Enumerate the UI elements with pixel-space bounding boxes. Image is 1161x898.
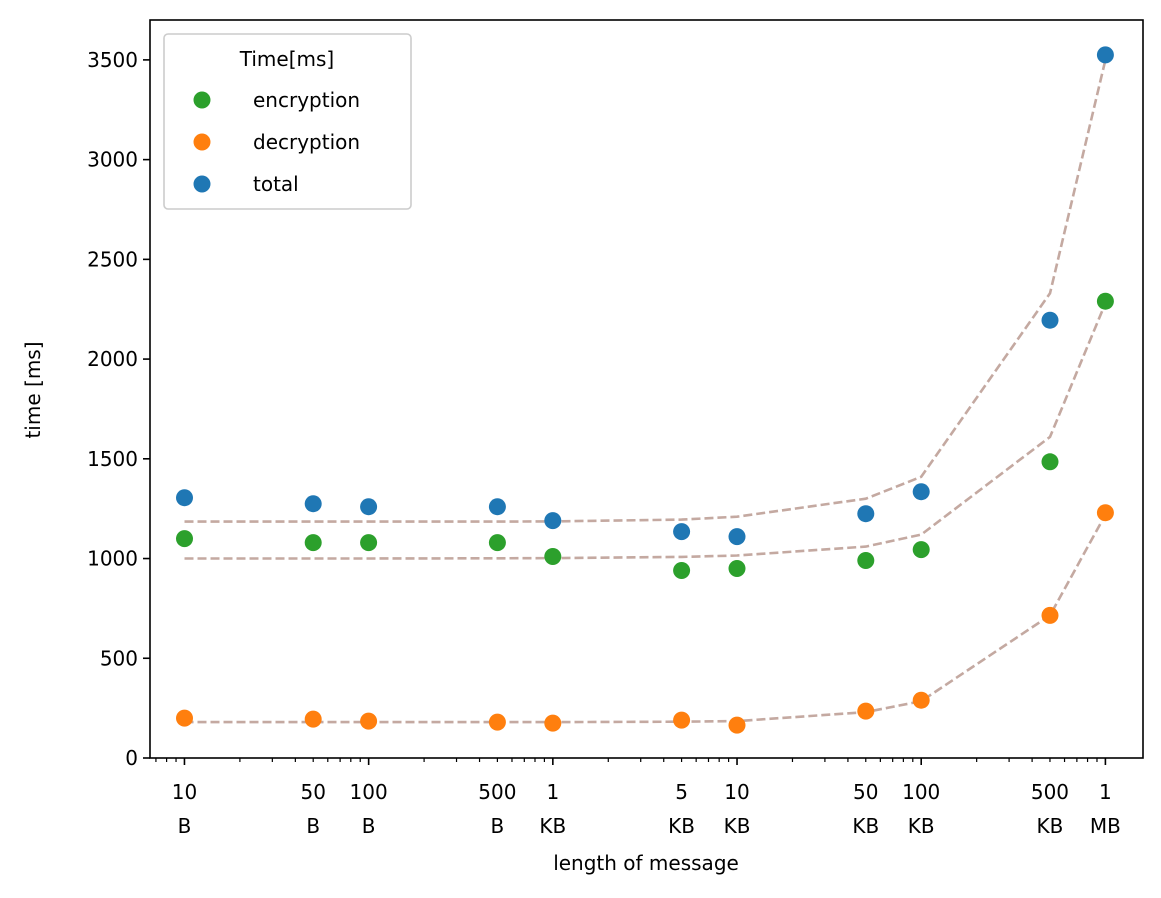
x-tick-unit-label: B xyxy=(491,814,505,838)
y-tick-label: 2000 xyxy=(87,347,138,371)
legend-label-decryption: decryption xyxy=(253,130,360,154)
decryption-point xyxy=(857,702,875,720)
encryption-point xyxy=(544,548,562,565)
axes: 050010001500200025003000350010B50B100B50… xyxy=(87,19,1144,838)
x-axis-title: length of message xyxy=(553,851,739,875)
data-points xyxy=(176,46,1114,734)
encryption-point xyxy=(1041,453,1059,471)
x-tick-unit-label: KB xyxy=(724,814,751,838)
legend-box xyxy=(163,33,412,210)
x-tick-unit-label: KB xyxy=(852,814,879,838)
legend-marker-encryption xyxy=(193,91,211,109)
total-point xyxy=(1041,311,1059,329)
y-tick-label: 500 xyxy=(100,646,138,670)
decryption-point xyxy=(1096,504,1114,522)
decryption-point xyxy=(544,714,562,732)
total-point xyxy=(488,498,506,516)
encryption-point xyxy=(673,562,691,579)
y-tick-label: 0 xyxy=(125,746,138,770)
legend-title: Time[ms] xyxy=(239,47,334,71)
decryption-point xyxy=(728,716,746,734)
decryption-point xyxy=(304,710,322,728)
plot-frame xyxy=(149,19,1144,759)
total-point xyxy=(544,512,562,530)
x-tick-label: 10 xyxy=(724,780,749,804)
encryption-point xyxy=(857,552,875,569)
y-axis-title: time [ms] xyxy=(21,341,45,438)
y-tick-label: 2500 xyxy=(87,247,138,271)
y-tick-label: 1000 xyxy=(87,547,138,571)
x-tick-label: 500 xyxy=(478,780,516,804)
trend-line-2 xyxy=(184,302,1107,560)
legend: Time[ms] encryption decryption total xyxy=(163,33,412,210)
encryption-point xyxy=(912,541,930,559)
total-point xyxy=(857,505,875,523)
decryption-point xyxy=(673,711,691,729)
total-point xyxy=(304,495,322,513)
decryption-point xyxy=(1041,606,1059,624)
legend-marker-total xyxy=(193,175,211,193)
x-tick-label: 100 xyxy=(902,780,940,804)
legend-label-encryption: encryption xyxy=(253,88,360,112)
total-point xyxy=(673,523,691,541)
x-tick-unit-label: B xyxy=(362,814,376,838)
x-tick-label: 100 xyxy=(350,780,388,804)
encryption-point xyxy=(488,534,506,552)
legend-marker-decryption xyxy=(193,133,211,151)
total-point xyxy=(1096,46,1114,64)
x-tick-label: 1 xyxy=(1099,780,1112,804)
y-tick-label: 3000 xyxy=(87,148,138,172)
x-tick-unit-label: KB xyxy=(668,814,695,838)
encryption-point xyxy=(1096,292,1114,310)
y-tick-label: 3500 xyxy=(87,48,138,72)
total-point xyxy=(728,528,746,546)
legend-label-total: total xyxy=(253,172,299,196)
decryption-point xyxy=(912,691,930,709)
encryption-point xyxy=(176,530,193,548)
x-tick-label: 5 xyxy=(675,780,688,804)
total-point xyxy=(360,498,378,516)
x-tick-label: 50 xyxy=(300,780,325,804)
encryption-point xyxy=(360,534,378,552)
x-tick-label: 10 xyxy=(172,780,197,804)
y-tick-label: 1500 xyxy=(87,447,138,471)
x-tick-unit-label: KB xyxy=(539,814,566,838)
trend-line-1 xyxy=(184,59,1107,523)
decryption-point xyxy=(176,709,193,727)
total-point xyxy=(912,483,930,501)
x-tick-unit-label: B xyxy=(178,814,192,838)
x-tick-unit-label: MB xyxy=(1090,814,1121,838)
x-tick-unit-label: B xyxy=(306,814,320,838)
encryption-point xyxy=(728,560,746,577)
encryption-point xyxy=(304,534,322,552)
x-tick-unit-label: KB xyxy=(1037,814,1064,838)
decryption-point xyxy=(488,713,506,731)
x-tick-label: 1 xyxy=(546,780,559,804)
x-tick-unit-label: KB xyxy=(908,814,935,838)
x-tick-label: 50 xyxy=(853,780,878,804)
decryption-point xyxy=(360,712,378,730)
total-point xyxy=(176,489,193,507)
x-tick-label: 500 xyxy=(1031,780,1069,804)
